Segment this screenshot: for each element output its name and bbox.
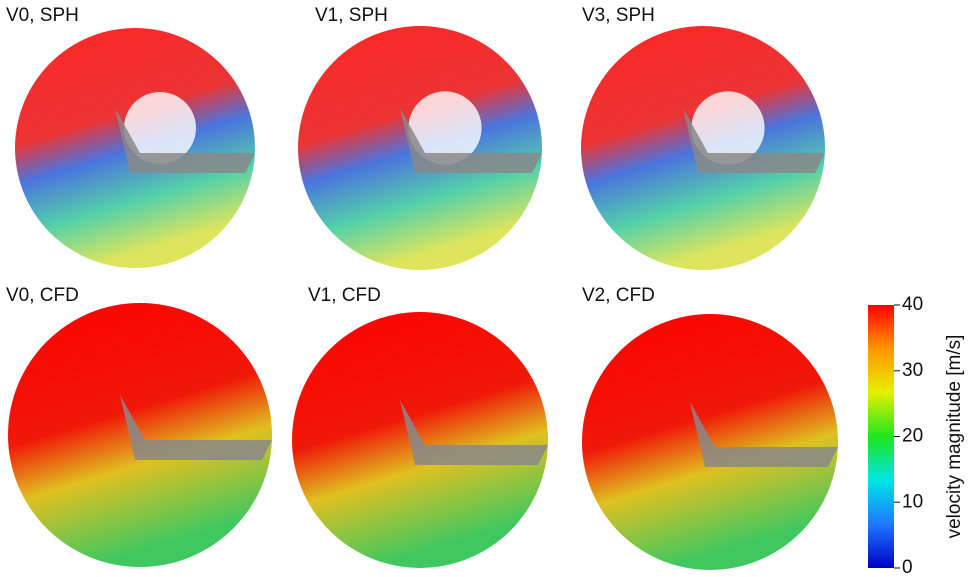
- figure: V0, SPH V1, SPH V3, SPH V0, CFD V1, CFD V2, C…: [0, 0, 978, 577]
- colorbar-label: velocity magnitude [m/s]: [944, 335, 965, 539]
- panel: V1, CFD: [292, 285, 548, 568]
- colorbar-tick-label: 20: [902, 426, 923, 447]
- panel-label: V3, SPH: [582, 5, 655, 26]
- colorbar-tick-label: 0: [902, 557, 913, 577]
- panel-label: V1, SPH: [315, 5, 388, 26]
- panels: V0, SPH V1, SPH V3, SPH V0, CFD V1, CFD V2, C…: [6, 5, 838, 570]
- panel: V0, CFD: [6, 285, 272, 567]
- colorbar-tick-label: 30: [902, 360, 923, 381]
- panel-label: V2, CFD: [582, 285, 655, 306]
- colorbar-tick-label: 10: [902, 491, 923, 512]
- colorbar-scale: [868, 305, 894, 568]
- panel: V0, SPH: [6, 5, 255, 268]
- panel: V1, SPH: [298, 5, 542, 270]
- panel-label: V1, CFD: [308, 285, 381, 306]
- panel: V2, CFD: [582, 285, 838, 570]
- colorbar-tick-label: 40: [902, 294, 923, 315]
- panel-label: V0, CFD: [6, 285, 79, 306]
- panel-label: V0, SPH: [6, 5, 79, 26]
- colorbar: 0 10 20 30 40 velocity magnitude [m/s]: [868, 294, 965, 577]
- panel: V3, SPH: [581, 5, 825, 270]
